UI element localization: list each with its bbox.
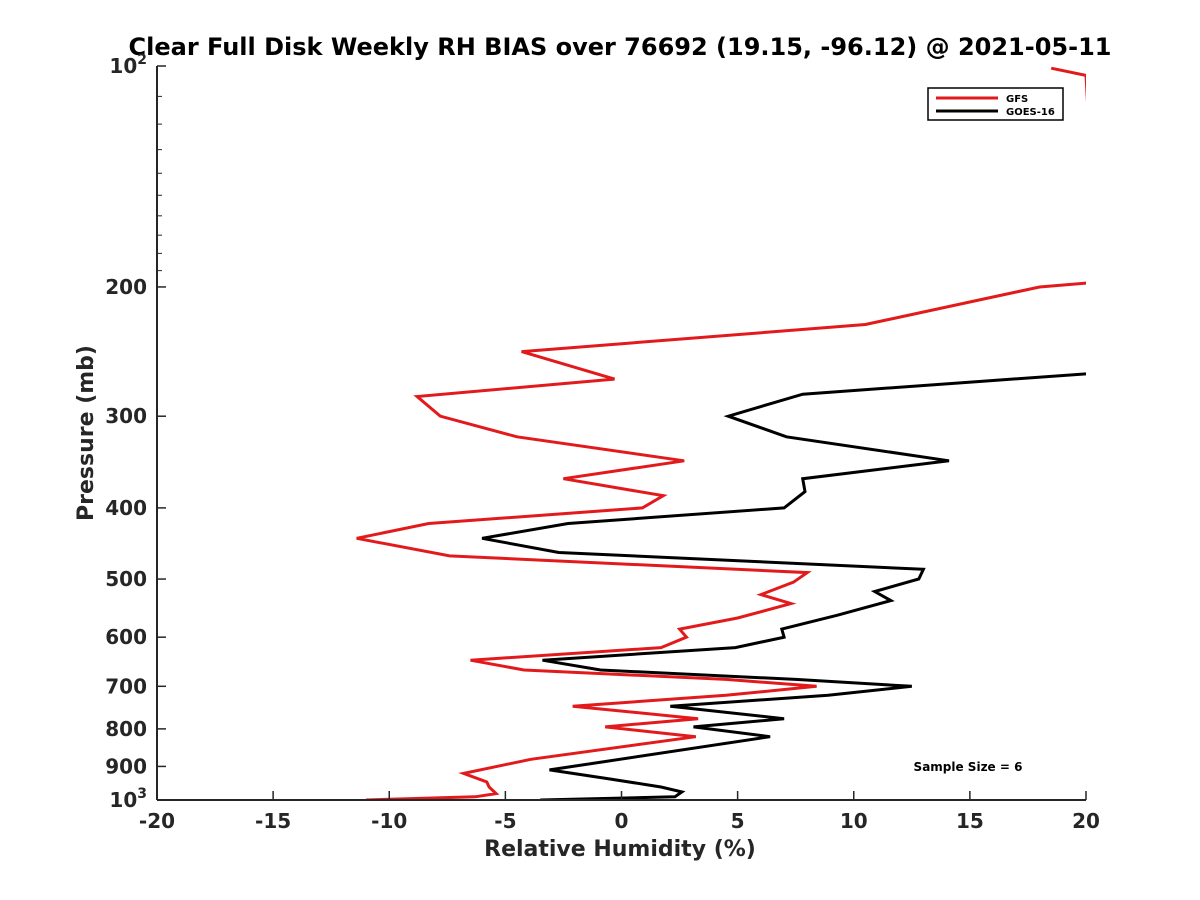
plot-area: -20 -15 -10 -5 0 5 10 15 20 102 200 300 400 500 600 700…	[105, 52, 1100, 833]
x-tick-label: 15	[956, 809, 984, 833]
y-tick-label: 900	[105, 754, 147, 778]
y-tick-label: 300	[105, 404, 147, 428]
legend-box	[927, 87, 1064, 121]
x-tick-label: 5	[731, 809, 745, 833]
x-tick-label: -10	[371, 809, 407, 833]
series-line-gfs	[356, 66, 1086, 800]
ticks-layer: -20 -15 -10 -5 0 5 10 15 20 102 200 300 400 500 600 700…	[105, 52, 1100, 833]
y-tick-label: 600	[105, 625, 147, 649]
y-axis-label: Pressure (mb)	[74, 345, 99, 521]
sample-size-annotation: Sample Size = 6	[914, 760, 1023, 774]
y-tick-label: 102	[109, 52, 147, 78]
x-tick-label: -5	[494, 809, 516, 833]
x-axis-label: Relative Humidity (%)	[484, 837, 756, 862]
y-tick-label: 700	[105, 674, 147, 698]
x-tick-label: -15	[255, 809, 291, 833]
chart-title: Clear Full Disk Weekly RH BIAS over 7669…	[129, 33, 1112, 61]
y-tick-label: 200	[105, 275, 147, 299]
y-tick-label: 500	[105, 567, 147, 591]
legend-label: GFS	[1006, 94, 1028, 105]
x-tick-label: -20	[139, 809, 175, 833]
x-tick-label: 20	[1072, 809, 1100, 833]
series-line-goes-16	[481, 372, 1086, 800]
x-tick-label: 10	[840, 809, 868, 833]
y-tick-label: 103	[109, 786, 147, 812]
y-tick-label: 400	[105, 496, 147, 520]
y-tick-label: 800	[105, 717, 147, 741]
legend: GFS GOES-16	[927, 87, 1064, 121]
legend-label: GOES-16	[1006, 107, 1055, 118]
series-layer	[356, 66, 1086, 800]
x-tick-label: 0	[615, 809, 629, 833]
